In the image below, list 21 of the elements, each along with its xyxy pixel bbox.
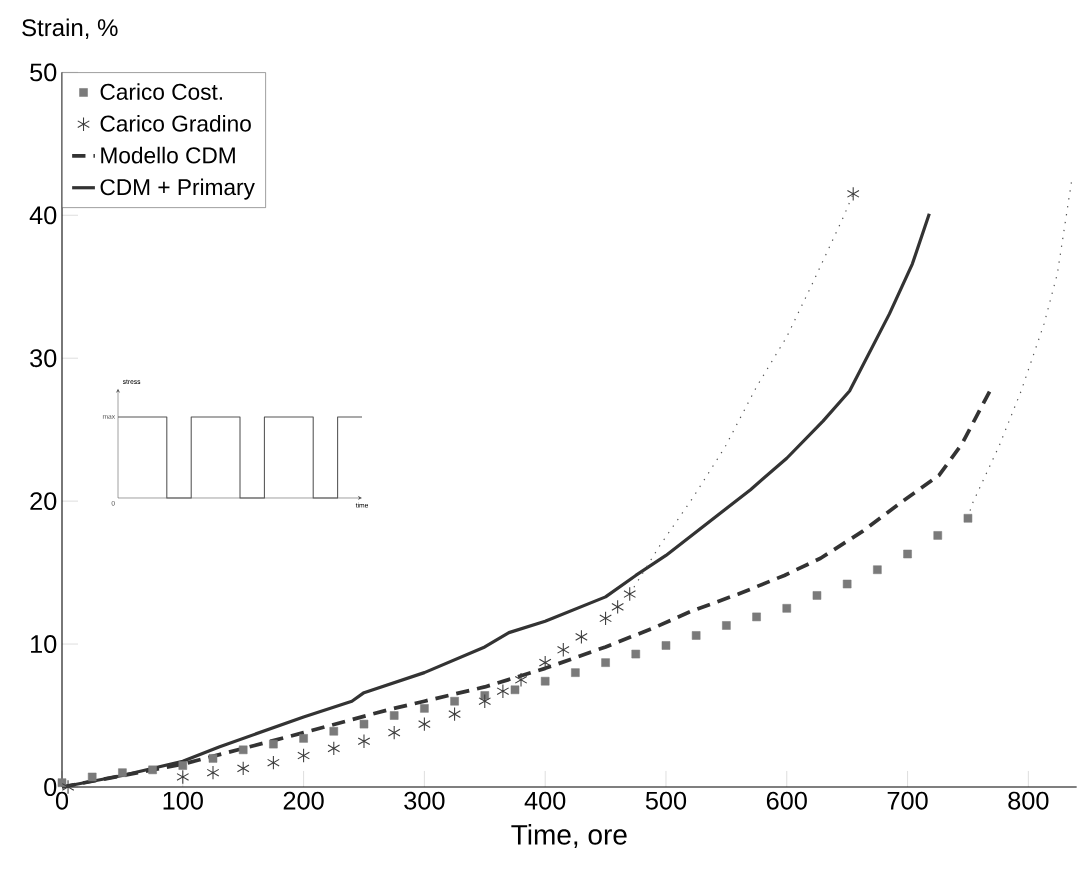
x-tick-label: 800 [1008,791,1049,810]
y-tick-label: 10 [31,635,57,654]
y-axis-title: Strain, % [22,18,118,40]
x-tick-label: 600 [766,791,807,810]
y-tick-label: 30 [30,349,57,368]
x-axis-title: Time, ore [511,824,627,848]
legend-label: Modello CDM [101,146,235,164]
x-tick-label: 0 [55,791,69,810]
x-tick-label: 500 [645,791,687,810]
x-tick-label: 700 [887,791,928,810]
x-tick-label: 300 [404,791,445,810]
legend-label: Carico Cost. [100,83,223,100]
legend-label: CDM + Primary [100,178,255,200]
x-tick-label: 200 [283,791,324,810]
y-tick-label: 50 [30,63,57,82]
x-tick-label: 400 [524,791,566,810]
legend-label: Carico Gradino [100,115,251,132]
x-tick-label: 100 [163,791,203,810]
y-tick-label: 40 [29,206,57,225]
y-tick-label: 20 [30,492,57,511]
y-tick-label: 0 [44,778,57,796]
